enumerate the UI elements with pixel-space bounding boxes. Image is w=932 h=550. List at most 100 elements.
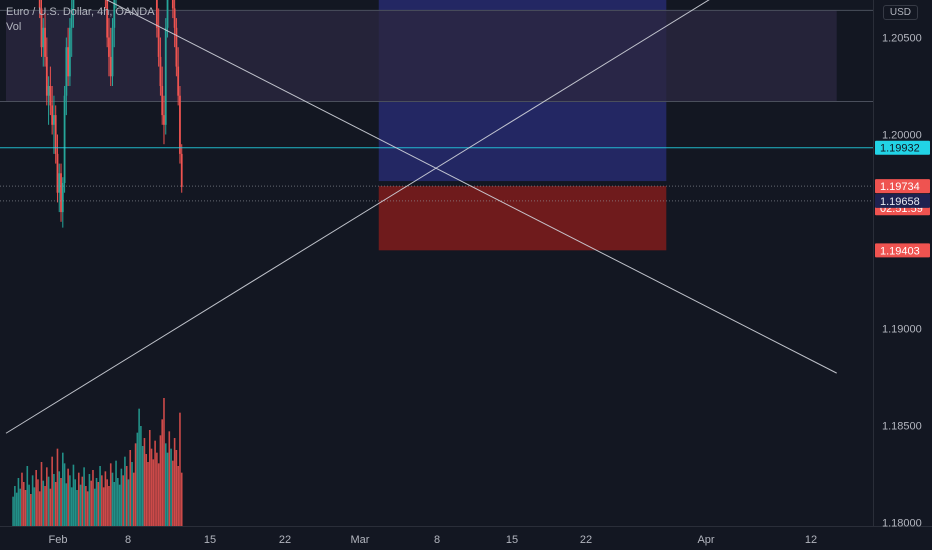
volume-bar — [69, 475, 71, 526]
volume-bar — [31, 475, 34, 526]
volume-bar — [118, 484, 121, 526]
volume-bar — [97, 482, 100, 526]
volume-bar — [12, 496, 14, 526]
price-label-bg — [875, 243, 930, 258]
volume-bar — [33, 487, 36, 526]
candle-body — [177, 66, 180, 96]
x-tick-label: Feb — [49, 534, 68, 546]
volume-bar — [106, 479, 108, 526]
candle-body — [69, 27, 71, 77]
candle-body — [109, 56, 112, 77]
y-tick-label: 1.20500 — [882, 33, 922, 45]
volume-bar — [35, 470, 37, 526]
candle-body — [56, 153, 59, 193]
volume-bar — [58, 471, 61, 526]
volume-bar — [141, 446, 144, 526]
y-tick-label: 1.20000 — [882, 130, 922, 142]
volume-bar — [152, 459, 155, 526]
volume-bar — [101, 475, 103, 526]
price-labels-layer: 1.224151.217071.215881.214281.212361.199… — [875, 140, 930, 258]
volume-layer — [12, 398, 183, 526]
candle-body — [67, 47, 70, 77]
candle-body — [60, 173, 62, 213]
volume-bar — [172, 460, 174, 526]
price-label-text: 1.19658 — [880, 196, 920, 208]
price-label-text: 1.19403 — [880, 245, 920, 257]
volume-bar — [93, 488, 96, 526]
volume-bar — [95, 478, 98, 526]
trend-line — [106, 0, 837, 374]
volume-bar — [168, 431, 171, 526]
price-axis[interactable]: 1.230001.225001.220001.210001.205001.200… — [882, 0, 922, 530]
volume-bar — [72, 464, 75, 526]
candle-body — [44, 27, 46, 57]
candle-body — [171, 0, 174, 9]
volume-bar — [88, 474, 91, 526]
volume-bar — [159, 435, 162, 526]
candle-body — [111, 27, 114, 77]
volume-bar — [86, 491, 89, 526]
volume-bar — [51, 456, 53, 526]
volume-bar — [81, 476, 84, 526]
volume-bar — [109, 463, 112, 526]
candle-body — [40, 8, 43, 48]
volume-bar — [54, 482, 57, 526]
price-label-text: 1.19734 — [880, 181, 920, 193]
candle-body — [45, 56, 48, 96]
volume-bar — [129, 450, 132, 526]
candle-body — [161, 86, 164, 116]
candle-body — [42, 27, 45, 48]
candle-body — [47, 86, 50, 96]
volume-bar — [115, 460, 117, 526]
volume-bar — [47, 476, 50, 526]
x-tick-label: 22 — [279, 534, 291, 546]
volume-bar — [15, 492, 18, 526]
volume-bar — [170, 448, 172, 526]
volume-bar — [90, 480, 92, 526]
candle-body — [51, 105, 54, 125]
time-axis[interactable]: Feb 8 15 22 Mar 8 15 22 Apr 12 — [49, 534, 818, 546]
volume-bar — [79, 484, 82, 526]
volume-bar — [49, 488, 52, 526]
volume-bar — [143, 438, 146, 526]
symbol-title[interactable]: Euro / U.S. Dollar, 4h, OANDA — [6, 6, 155, 18]
x-tick-label: 12 — [805, 534, 817, 546]
price-label-bg — [875, 179, 930, 194]
volume-bar — [177, 466, 179, 526]
candle-body — [63, 95, 66, 183]
volume-bar — [21, 472, 23, 526]
candle-body — [173, 8, 176, 28]
volume-bar — [127, 479, 130, 526]
volume-bar — [117, 478, 119, 526]
volume-bar — [133, 472, 135, 526]
x-tick-label: 8 — [434, 534, 440, 546]
volume-bar — [120, 468, 123, 526]
candle-body — [54, 115, 57, 154]
volume-bar — [60, 478, 62, 526]
candle-body — [155, 0, 158, 28]
y-tick-label: 1.18500 — [882, 421, 922, 433]
volume-indicator-label[interactable]: Vol — [6, 21, 22, 33]
currency-button[interactable]: USD — [882, 5, 918, 20]
volume-bar — [163, 398, 165, 526]
volume-bar — [62, 452, 64, 526]
volume-bar — [150, 448, 153, 526]
volume-bar — [17, 478, 20, 526]
x-tick-label: 22 — [580, 534, 592, 546]
volume-bar — [74, 479, 77, 526]
candle-body — [72, 0, 75, 9]
volume-bar — [164, 443, 167, 526]
volume-bar — [63, 463, 66, 526]
candle-body — [53, 115, 55, 125]
price-label-bg — [875, 193, 930, 208]
candle-body — [157, 27, 160, 57]
volume-bar — [28, 484, 30, 526]
zones-layer — [0, 0, 873, 251]
volume-bar — [77, 472, 80, 526]
candle-body — [108, 37, 110, 57]
volume-bar — [42, 480, 45, 526]
candle-body — [38, 0, 41, 9]
candles-layer — [38, 0, 183, 228]
volume-bar — [76, 490, 78, 526]
